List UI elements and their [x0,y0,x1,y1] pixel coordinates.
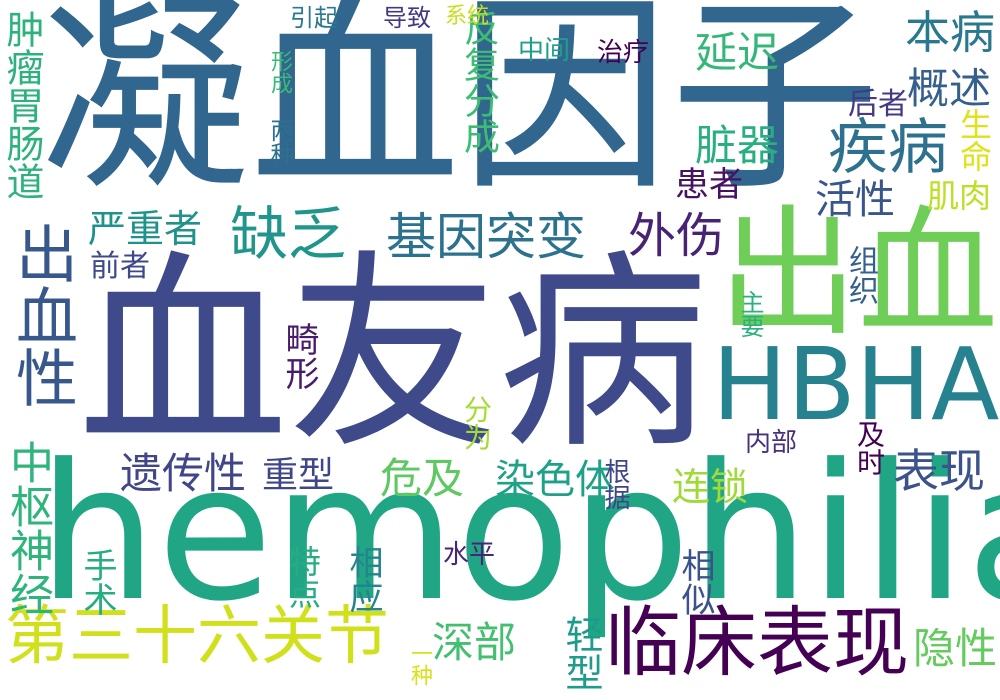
word-前者: 前者 [90,249,150,284]
word-水平: 水平 [443,540,496,570]
word-手术: 手术 [77,548,117,616]
word-轻型: 轻型 [559,615,603,691]
word-导致: 导致 [383,4,431,32]
word-疾病: 疾病 [828,113,948,183]
word-活性: 活性 [815,177,895,223]
word-根据: 根据 [600,458,630,510]
word-及时: 及时 [853,420,886,476]
word-血友病: 血友病 [78,232,709,477]
word-分为: 分为 [460,395,493,451]
word-外伤: 外伤 [628,208,725,264]
word-连锁: 连锁 [672,465,749,509]
word-治疗: 治疗 [597,38,650,68]
word-临床表现: 临床表现 [605,598,909,687]
word-第三十六关节: 第三十六关节 [5,600,389,674]
word-反复分成: 反复分成 [458,10,499,154]
word-延迟: 延迟 [695,28,780,77]
word-遗传性: 遗传性 [120,449,247,498]
word-主要: 主要 [736,290,764,338]
word-hemophilia: hemophilia [38,424,1000,643]
word-出血性: 出血性 [5,222,78,408]
word-重型: 重型 [262,455,335,496]
word-表现: 表现 [893,444,985,498]
word-中枢神经: 中枢神经 [2,440,53,616]
word-系统: 系统 [445,4,490,29]
word-相应: 相应 [343,545,383,613]
word-内部: 内部 [745,428,798,458]
word-HBHA: HBHA [712,326,1000,443]
word-出血: 出血 [718,193,999,356]
word-凝血因子: 凝血因子 [40,0,881,219]
word-染色体: 染色体 [495,457,615,503]
word-中间: 中间 [518,36,571,66]
word-概述: 概述 [907,64,992,113]
word-本病: 本病 [905,6,996,59]
word-特点: 特点 [284,545,322,609]
word-脏器: 脏器 [695,121,780,170]
word-肌肉: 肌肉 [927,177,992,215]
word-严重者: 严重者 [88,207,203,251]
word-一种: 一种 [407,642,432,686]
word-深部: 深部 [432,618,517,667]
word-生命: 生命 [955,108,993,172]
word-畸形: 畸形 [279,322,319,390]
word-危及: 危及 [380,454,465,503]
word-两种: 两种 [266,118,294,166]
word-相似: 相似 [675,548,715,616]
word-隐性: 隐性 [913,624,998,673]
word-形成: 形成 [267,50,292,94]
word-基因突变: 基因突变 [386,208,586,266]
word-患者: 患者 [675,165,743,205]
word-引起: 引起 [290,4,338,32]
word-缺乏: 缺乏 [230,200,347,268]
word-肿瘤胃肠道: 肿瘤胃肠道 [0,10,44,200]
word-组织: 组织 [843,245,878,305]
word-后者: 后者 [848,87,908,122]
